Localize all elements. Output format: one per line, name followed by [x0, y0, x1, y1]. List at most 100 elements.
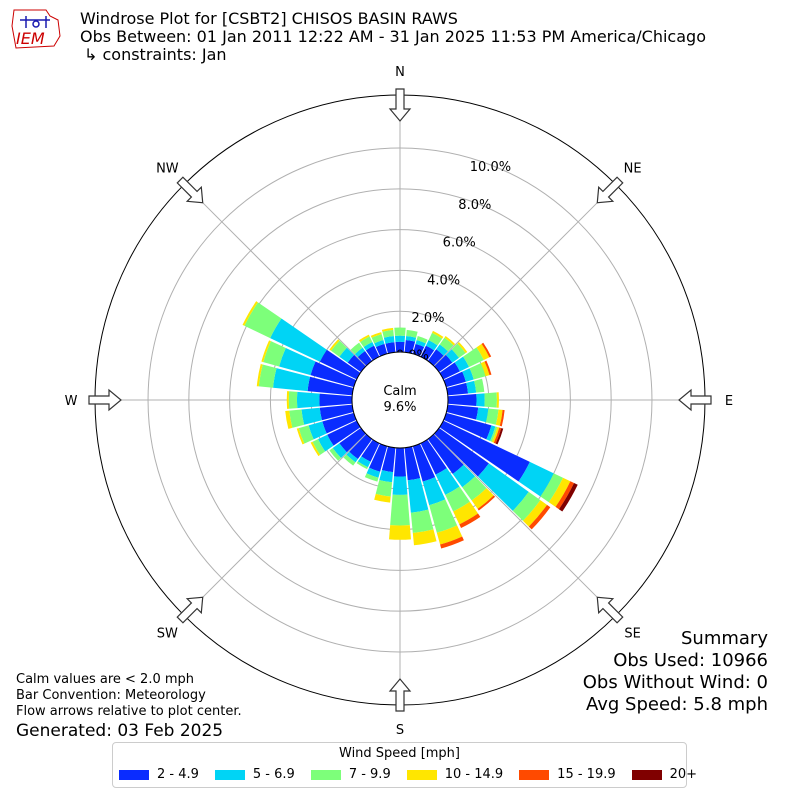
wind-bar-segment [279, 347, 316, 376]
wind-bar-segment [298, 425, 314, 444]
note-calm: Calm values are < 2.0 mph [16, 672, 195, 687]
wind-bar-segment [371, 334, 384, 344]
wind-bar-segment [385, 342, 396, 354]
wind-bar-segment [410, 509, 434, 534]
flow-arrow [678, 388, 712, 412]
wind-bar-segment [354, 347, 366, 358]
legend-item: 15 - 19.9 [519, 767, 616, 782]
wind-bar-segment [476, 407, 489, 423]
wind-bar-segment [548, 477, 571, 507]
note-convention: Bar Convention: Meteorology [16, 688, 206, 703]
wind-bar-segment [412, 529, 437, 546]
legend-item: 2 - 4.9 [119, 767, 199, 782]
compass-label: W [65, 394, 78, 409]
wind-bar-segment [477, 463, 529, 511]
wind-bar-segment [261, 340, 271, 363]
wind-bar-segment [370, 332, 382, 338]
wind-bar-segment [420, 345, 435, 361]
wind-bar-segment [296, 391, 320, 409]
wind-bar-segment [343, 454, 356, 466]
wind-bar-segment [374, 493, 391, 503]
wind-bar-segment [451, 343, 466, 358]
wind-bar-segment [360, 336, 373, 347]
wind-bar-segment [428, 332, 443, 346]
compass-label: S [396, 723, 404, 738]
legend-item: 7 - 9.9 [310, 767, 391, 782]
wind-bar-segment [453, 501, 479, 525]
legend-item: 20+ [631, 767, 698, 782]
wind-bar-segment [485, 408, 499, 425]
wind-bar-segment [319, 349, 361, 380]
wind-bar-segment [446, 404, 479, 420]
wind-bar-segment [407, 478, 429, 513]
wind-bar-segment [301, 407, 322, 425]
wind-bar-segment [540, 473, 563, 503]
wind-bar-segment [379, 470, 394, 483]
wind-bar-segment [499, 409, 505, 427]
wind-bar-segment [480, 361, 490, 377]
wind-bar-segment [350, 342, 363, 355]
wind-bar-segment [463, 347, 484, 368]
wind-bar-segment [394, 327, 406, 336]
wind-bar-segment [310, 441, 321, 457]
wind-bar-segment [447, 393, 477, 407]
grid-spoke [433, 433, 617, 617]
wind-bar-segment [358, 334, 370, 342]
compass-label: SE [624, 627, 640, 642]
wind-bar-segment [512, 491, 541, 521]
compass-label: NW [156, 161, 179, 176]
wind-bar-segment [432, 330, 444, 339]
legend-swatch [119, 769, 149, 780]
wind-bar-segment [285, 410, 293, 429]
wind-bar-segment [415, 339, 426, 348]
wind-bar-segment [443, 412, 492, 440]
wind-bar-segment [496, 392, 499, 408]
wind-bar-segment [364, 473, 379, 482]
logo-text: IEM [16, 29, 45, 48]
legend-label: 2 - 4.9 [157, 767, 199, 782]
wind-bar-segment [518, 461, 554, 497]
wind-bar-segment [445, 486, 470, 512]
wind-bar-segment [452, 464, 476, 488]
wind-bar-segment [381, 327, 394, 332]
wind-bar-segment [491, 426, 500, 443]
grid-spoke [183, 433, 367, 617]
wind-bar-segment [490, 426, 498, 442]
note-arrows: Flow arrows relative to plot center. [16, 704, 242, 719]
wind-bar-segment [366, 467, 381, 478]
radial-tick-label: 2.0% [411, 311, 444, 326]
wind-bar-segment [339, 347, 355, 363]
wind-bar-segment [263, 341, 286, 367]
wind-bar-segment [443, 371, 466, 388]
wind-bar-segment [474, 378, 485, 393]
summary-avg-speed: Avg Speed: 5.8 mph [586, 694, 768, 715]
wind-bar-segment [440, 536, 464, 549]
wind-bar-segment [339, 427, 366, 453]
wind-bar-segment [357, 350, 373, 366]
legend-title: Wind Speed [mph] [339, 746, 460, 761]
calm-value: 9.6% [383, 400, 416, 415]
wind-bar-segment [308, 421, 327, 440]
wind-bar-segment [369, 443, 388, 472]
wind-bar-segment [435, 468, 460, 495]
wind-bar-segment [242, 301, 258, 326]
wind-bar-segment [375, 343, 388, 357]
flow-arrow [176, 596, 204, 624]
wind-bar-segment [469, 363, 486, 380]
radial-tick-label: 8.0% [458, 198, 491, 213]
wind-bar-segment [375, 480, 393, 497]
wind-bar-segment [439, 420, 530, 482]
wind-bar-segment [481, 342, 492, 358]
flow-arrow [596, 596, 624, 624]
wind-bar-segment [395, 341, 405, 353]
wind-bar-segment [466, 380, 477, 394]
speed-legend: Wind Speed [mph] 2 - 4.9 5 - 6.9 7 - 9.9 10… [112, 742, 697, 788]
wind-bar-segment [389, 525, 411, 540]
wind-bar-segment [319, 393, 353, 407]
legend-label: 20+ [669, 767, 698, 782]
wind-bar-segment [256, 363, 263, 387]
chart-title-block: Windrose Plot for [CSBT2] CHISOS BASIN R… [80, 10, 706, 64]
wind-bar-segment [393, 447, 407, 477]
wind-bar-segment [522, 500, 548, 527]
